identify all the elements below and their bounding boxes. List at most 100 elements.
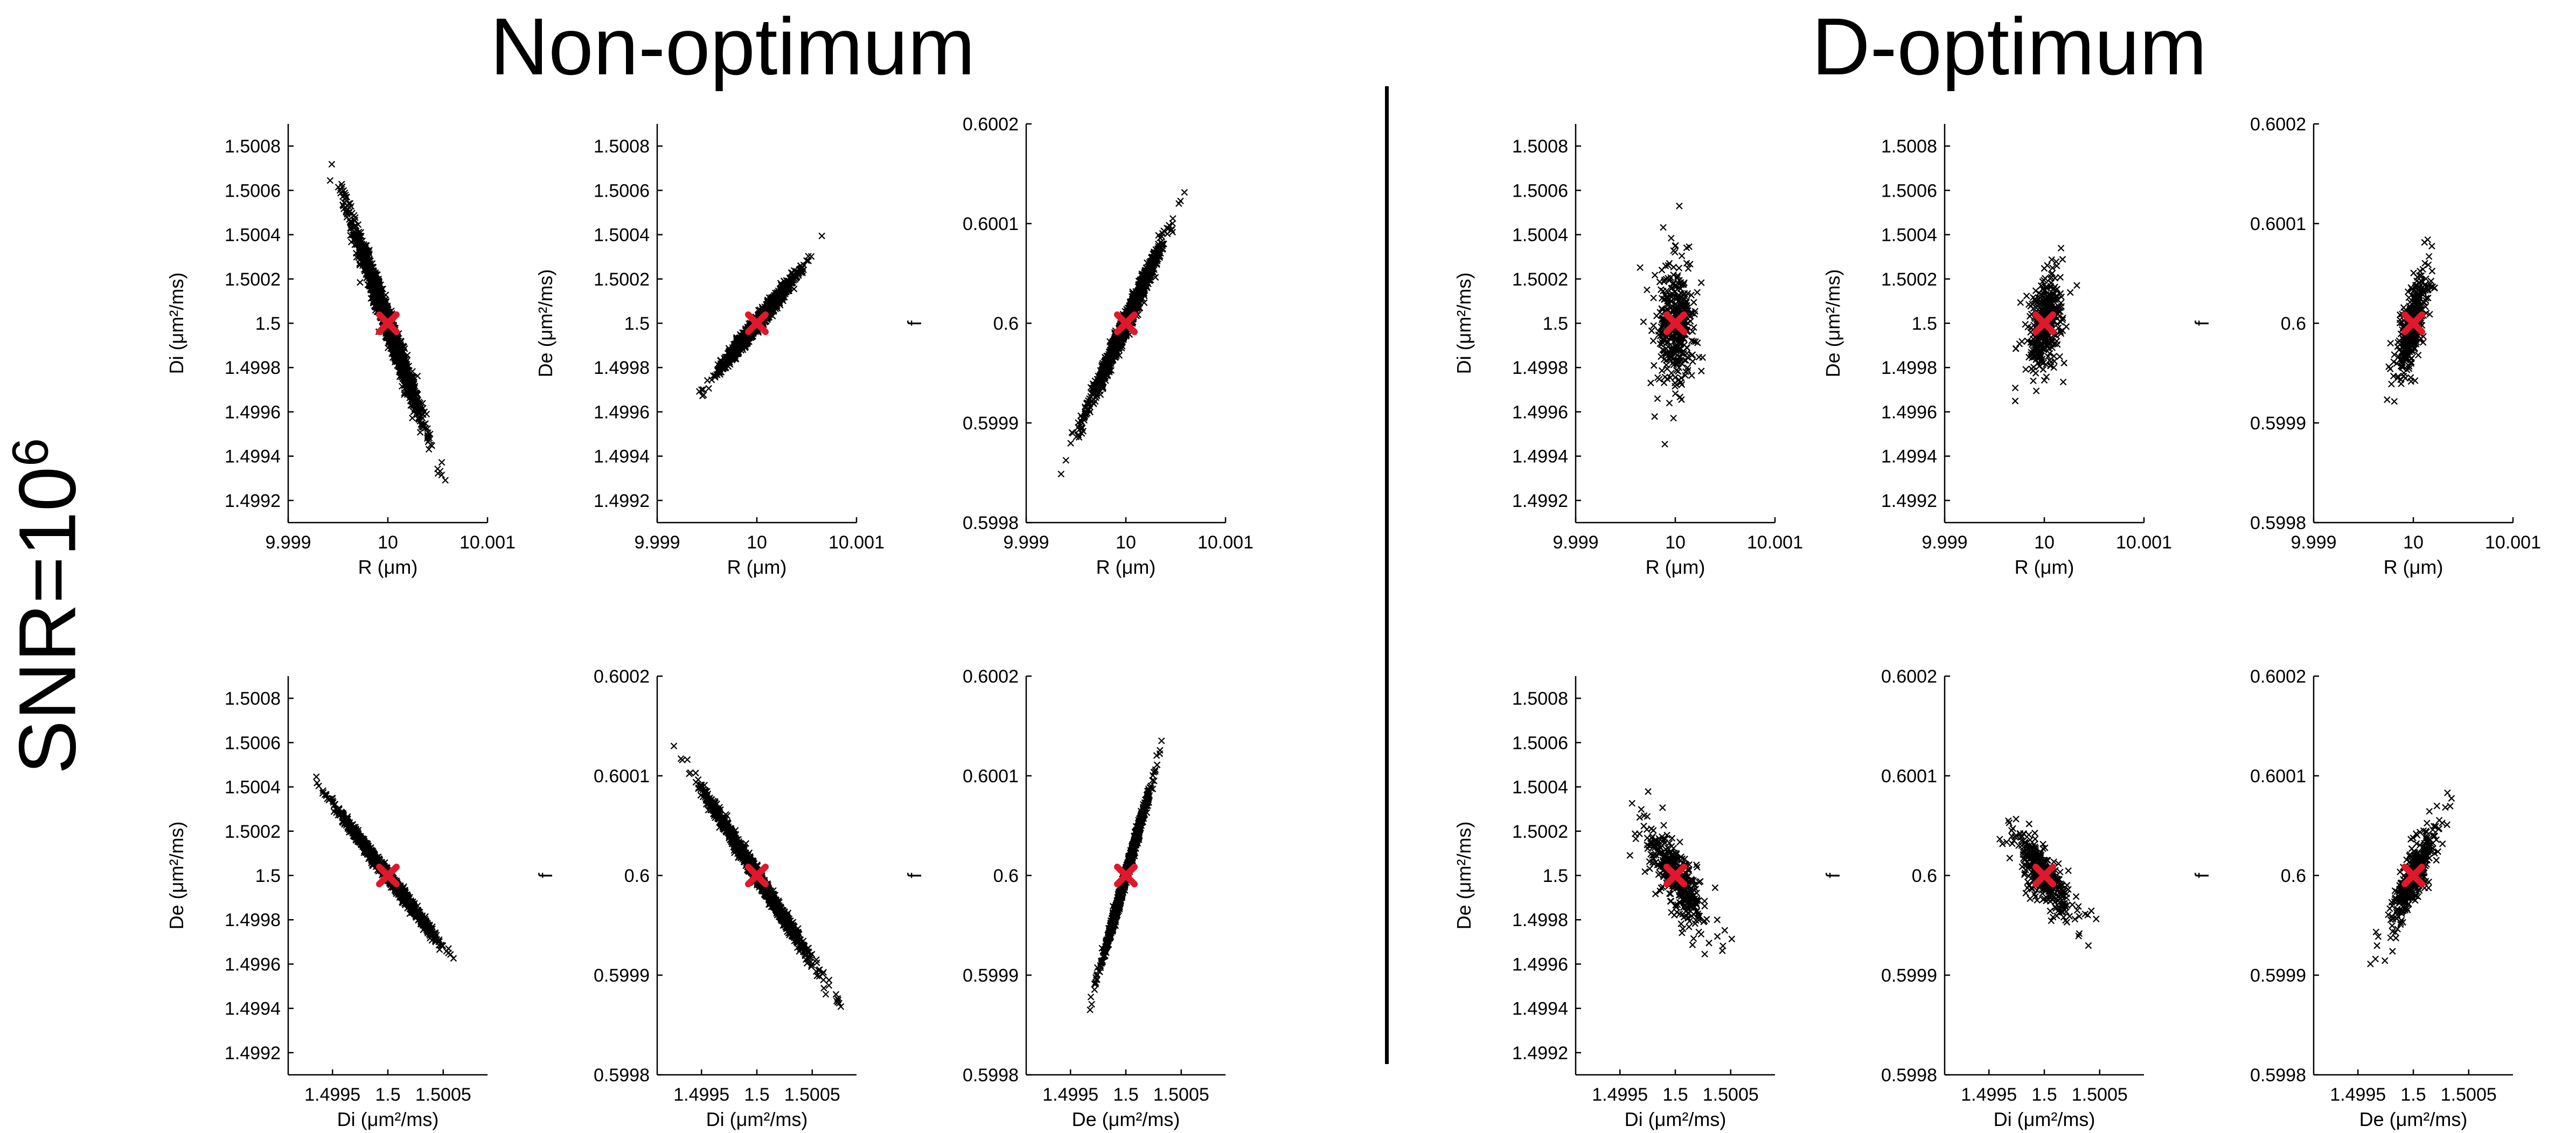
y-tick-label: 0.6001 (963, 766, 1019, 787)
y-tick-label: 0.5999 (963, 965, 1019, 986)
plot-dopt-De-f: 1.4995 1.5 1.5005 0.5998 0.5999 0.6 0.6001 0.60… (2191, 666, 2513, 1130)
y-tick-label: 0.6 (624, 866, 650, 886)
y-tick-label: 1.5 (624, 314, 650, 334)
y-tick-label: 1.5006 (1881, 180, 1937, 201)
y-tick-label: 1.4992 (225, 1043, 281, 1064)
y-tick-label: 1.5 (255, 866, 281, 886)
x-tick-label: 1.5 (375, 1085, 400, 1105)
true-value-marker (2401, 311, 2425, 335)
y-tick-label: 1.5002 (225, 822, 281, 842)
y-tick-label: 1.4996 (225, 954, 281, 975)
y-tick-label: 1.5004 (1881, 225, 1937, 246)
y-tick-label: 1.5006 (1512, 180, 1568, 201)
x-tick-label: 1.5005 (784, 1085, 840, 1105)
y-tick-label: 1.5004 (225, 225, 281, 246)
plot-dopt-Di-f: 1.4995 1.5 1.5005 0.5998 0.5999 0.6 0.6001 0.60… (1822, 666, 2144, 1130)
y-tick-label: 1.5006 (1512, 733, 1568, 753)
x-tick-label: 9.999 (1003, 532, 1049, 553)
y-axis-label: f (903, 872, 925, 878)
x-axis-label: De (μm²/ms) (1072, 1108, 1180, 1130)
y-tick-label: 1.5 (1543, 866, 1568, 886)
y-tick-label: 1.5006 (225, 180, 281, 201)
y-tick-label: 0.6 (2281, 866, 2306, 886)
scatter-points (1057, 189, 1188, 478)
y-tick-label: 1.4994 (225, 447, 281, 467)
true-value-marker (376, 311, 400, 335)
true-value-marker (745, 864, 769, 887)
x-axis-label: R (μm) (358, 556, 418, 578)
y-axis-label: De (μm²/ms) (1453, 822, 1475, 930)
y-tick-label: 0.5998 (2250, 1065, 2306, 1086)
y-tick-label: 1.5002 (1512, 822, 1568, 842)
y-tick-label: 1.5002 (1512, 269, 1568, 290)
y-tick-label: 0.5998 (594, 1065, 650, 1086)
y-axis-label: f (903, 320, 925, 326)
y-axis-label: Di (μm²/ms) (165, 273, 187, 374)
plot-dopt-R-Di: 9.999 10 10.001 1.4992 1.4994 1.4996 1.4998 1.5… (1453, 124, 1803, 578)
y-tick-label: 1.4996 (1512, 402, 1568, 422)
x-tick-label: 10 (2034, 532, 2055, 553)
y-axis-label: De (μm²/ms) (165, 822, 187, 930)
plot-nonopt-R-De: 9.999 10 10.001 1.4992 1.4994 1.4996 1.4998 1.5… (534, 124, 885, 578)
y-tick-label: 1.5002 (1881, 269, 1937, 290)
title-d-optimum: D-optimum (1812, 1, 2207, 92)
scatter-points (2367, 789, 2455, 968)
x-tick-label: 1.4995 (2330, 1085, 2386, 1105)
y-axis-label: f (2191, 320, 2213, 326)
plot-dopt-Di-De: 1.4995 1.5 1.5005 1.4992 1.4994 1.4996 1.4998 1… (1453, 676, 1775, 1130)
true-value-marker (2032, 864, 2056, 887)
y-tick-label: 1.5008 (1881, 136, 1937, 157)
plot-dopt-R-f: 9.999 10 10.001 0.5998 0.5999 0.6 0.6001 0.6002… (2191, 114, 2541, 578)
y-tick-label: 1.4992 (225, 491, 281, 511)
x-tick-label: 9.999 (1921, 532, 1967, 553)
x-tick-label: 1.4995 (304, 1085, 360, 1105)
y-tick-label: 1.5008 (225, 136, 281, 157)
plot-nonopt-R-f: 9.999 10 10.001 0.5998 0.5999 0.6 0.6001 0.6002… (903, 114, 1254, 578)
x-tick-label: 1.4995 (1592, 1085, 1648, 1105)
y-tick-label: 1.4994 (1512, 999, 1568, 1019)
y-axis-label: De (μm²/ms) (1822, 269, 1844, 378)
y-tick-label: 0.5998 (963, 513, 1019, 533)
x-axis-label: De (μm²/ms) (2359, 1108, 2468, 1130)
true-value-marker (2401, 864, 2425, 887)
x-tick-label: 1.5005 (2441, 1085, 2497, 1105)
plot-nonopt-R-Di: 9.999 10 10.001 1.4992 1.4994 1.4996 1.4998 1.5… (165, 124, 516, 578)
scatter-points (1087, 737, 1165, 1013)
x-tick-label: 10.001 (2116, 532, 2172, 553)
x-tick-label: 1.4995 (1961, 1085, 2017, 1105)
x-axis-label: R (μm) (2384, 556, 2443, 578)
x-tick-label: 1.5 (1113, 1085, 1138, 1105)
y-tick-label: 1.4994 (225, 999, 281, 1019)
x-tick-label: 1.5005 (1153, 1085, 1209, 1105)
y-tick-label: 0.6 (1912, 866, 1937, 886)
scatter-points (326, 161, 449, 484)
y-tick-label: 1.5002 (225, 269, 281, 290)
y-axis-label: f (1822, 872, 1844, 878)
true-value-marker (1114, 864, 1138, 887)
y-tick-label: 0.6001 (1881, 766, 1937, 787)
y-tick-label: 1.4996 (1881, 402, 1937, 422)
y-axis-label: Di (μm²/ms) (1453, 273, 1475, 374)
y-tick-label: 1.4998 (225, 358, 281, 378)
scatter-points (313, 773, 457, 962)
x-tick-label: 1.5 (2031, 1085, 2057, 1105)
group-divider (1385, 86, 1389, 1064)
y-tick-label: 1.4994 (1881, 447, 1937, 467)
x-tick-label: 1.5005 (2072, 1085, 2128, 1105)
y-tick-label: 0.5999 (963, 413, 1019, 434)
y-tick-label: 1.5008 (594, 136, 650, 157)
y-tick-label: 1.5004 (1512, 777, 1568, 798)
y-tick-label: 1.5 (1912, 314, 1937, 334)
y-tick-label: 1.4994 (1512, 447, 1568, 467)
y-tick-label: 1.4998 (1512, 358, 1568, 378)
scatter-cloud (1087, 737, 1165, 1013)
x-tick-label: 10.001 (829, 532, 885, 553)
y-tick-label: 1.4992 (594, 491, 650, 511)
x-tick-label: 10 (1665, 532, 1686, 553)
y-tick-label: 1.4994 (594, 447, 650, 467)
x-tick-label: 10.001 (1747, 532, 1803, 553)
y-tick-label: 1.5006 (225, 733, 281, 753)
y-tick-label: 0.6002 (2250, 114, 2306, 135)
true-value-marker (1663, 864, 1687, 887)
